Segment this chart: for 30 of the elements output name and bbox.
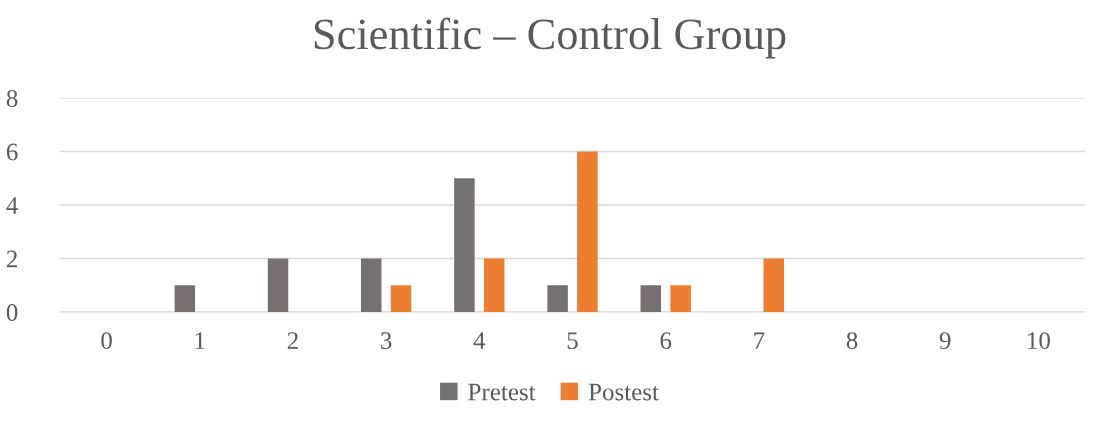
bar <box>267 258 289 312</box>
x-tick-label: 9 <box>939 332 951 350</box>
bar <box>483 258 505 312</box>
y-tick-label: 4 <box>6 197 18 214</box>
legend-label: Pretest <box>468 383 536 401</box>
x-tick-label: 4 <box>473 332 486 349</box>
bar <box>577 151 598 312</box>
x-tick-label: 7 <box>754 332 765 349</box>
x-tick-label: 3 <box>381 332 392 350</box>
bar <box>360 258 382 312</box>
legend-label: Postest <box>588 383 659 401</box>
bar <box>640 285 662 312</box>
bar <box>547 285 568 312</box>
y-tick-label: 0 <box>6 304 18 321</box>
y-tick-label: 2 <box>6 250 17 268</box>
x-tick-label: 10 <box>1028 332 1050 350</box>
x-tick-label: 1 <box>195 332 205 349</box>
bar <box>390 285 412 312</box>
bar <box>454 178 475 312</box>
chart-title: Scientific – Control Group <box>314 17 786 59</box>
bar <box>174 285 196 312</box>
y-tick-label: 6 <box>6 143 18 161</box>
x-tick-label: 2 <box>287 332 298 349</box>
y-tick-label: 8 <box>6 90 18 107</box>
bar <box>763 258 785 312</box>
bar <box>670 285 691 312</box>
x-tick-label: 5 <box>567 332 578 350</box>
x-tick-label: 8 <box>846 332 858 350</box>
x-tick-label: 0 <box>101 332 112 350</box>
x-tick-label: 6 <box>660 332 672 350</box>
